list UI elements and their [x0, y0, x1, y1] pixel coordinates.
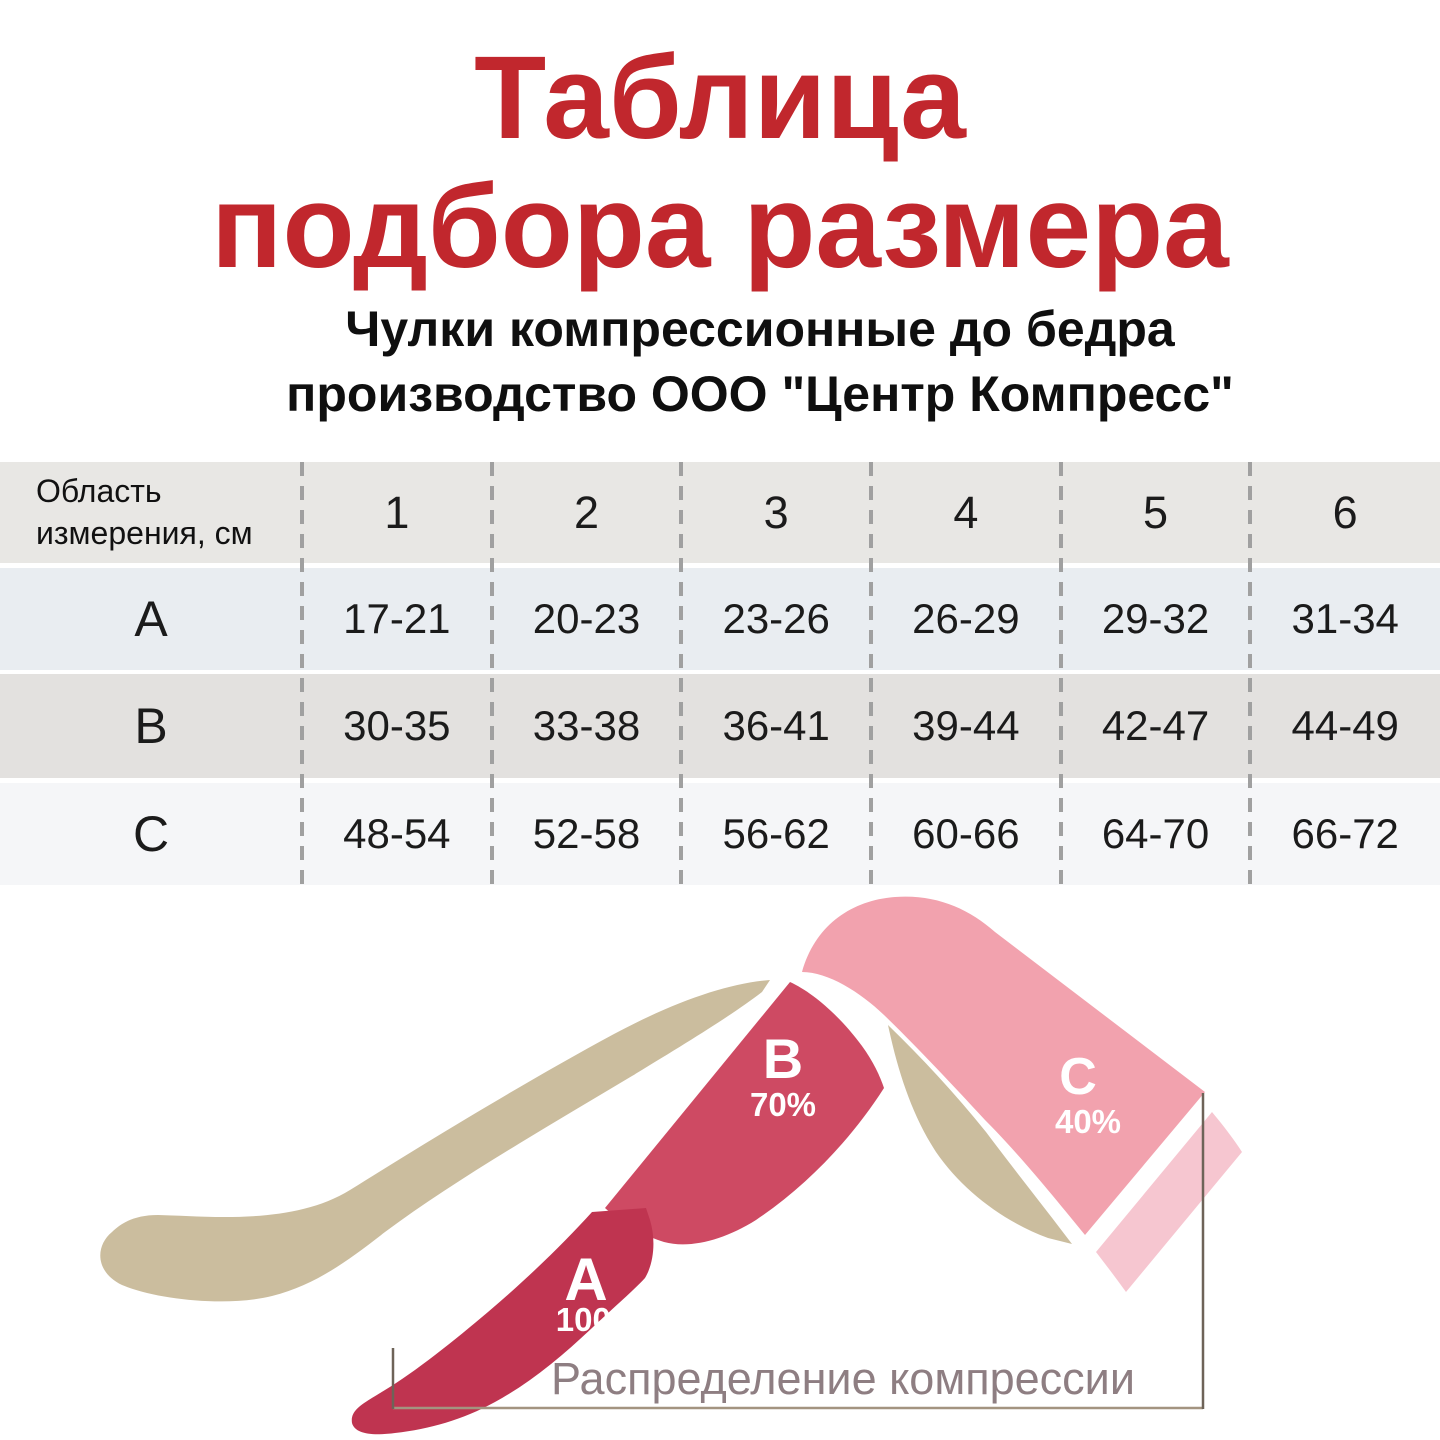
zone-b-label: B: [763, 1027, 803, 1090]
zone-c-shape: [802, 896, 1205, 1235]
row-a-size-5: 29-32: [1101, 595, 1210, 642]
row-c-size-1: 48-54: [343, 810, 451, 857]
column-separator-1: [300, 462, 304, 885]
page-title: Таблица подбора размера: [0, 34, 1440, 291]
measure-area-header-cell: Область измерения, см: [0, 462, 302, 563]
title-line-2: подбора размера: [211, 160, 1229, 293]
row-a-size-3: 23-26: [722, 595, 830, 642]
row-c-size-6: 66-72: [1291, 810, 1399, 857]
row-c-size-4: 60-66: [912, 810, 1020, 857]
column-separator-2: [490, 462, 494, 885]
table-header-row: Область измерения, см 1 2 3 4 5 6: [0, 462, 1440, 563]
row-b-size-6: 44-49: [1291, 702, 1399, 749]
row-c-size-3: 56-62: [722, 810, 830, 857]
subtitle-line-1: Чулки компрессионные до бедра: [345, 301, 1175, 357]
row-b-size-2: 33-38: [532, 702, 641, 749]
size-table: Область измерения, см 1 2 3 4 5 6 А 17-2…: [0, 462, 1440, 885]
row-c-label: С: [132, 806, 170, 862]
column-separator-5: [1059, 462, 1063, 885]
column-header-2: 2: [573, 486, 600, 538]
row-b-size-3: 36-41: [722, 702, 830, 749]
column-separator-6: [1248, 462, 1252, 885]
table-row-c: С 48-54 52-58 56-62 60-66 64-70 66-72: [0, 783, 1440, 885]
table-row-b: В 30-35 33-38 36-41 39-44 42-47 44-49: [0, 674, 1440, 778]
title-line-1: Таблица: [474, 32, 966, 164]
column-header-5: 5: [1143, 486, 1169, 538]
zone-a-shape: [351, 1208, 654, 1435]
zone-c-label: C: [1059, 1048, 1097, 1106]
row-a-size-6: 31-34: [1291, 595, 1399, 642]
compression-diagram: A 100% B 70% C 40% Распределение компрес…: [100, 896, 1242, 1435]
row-b-size-1: 30-35: [343, 702, 451, 749]
row-a-size-2: 20-23: [532, 595, 641, 642]
row-b-label: В: [134, 698, 168, 754]
row-c-size-5: 64-70: [1101, 810, 1210, 857]
row-a-label: А: [134, 591, 168, 647]
subtitle-line-2: производство ООО "Центр Компресс": [286, 366, 1234, 422]
diagram-caption: Распределение компрессии: [551, 1353, 1135, 1404]
column-header-3: 3: [763, 486, 789, 538]
zone-a-percent: 100%: [556, 1301, 640, 1338]
zone-c-percent: 40%: [1055, 1103, 1121, 1140]
column-separator-4: [869, 462, 873, 885]
column-header-1: 1: [384, 486, 410, 538]
row-a-size-1: 17-21: [343, 595, 451, 642]
row-b-size-5: 42-47: [1101, 702, 1210, 749]
zone-a-label: A: [564, 1246, 607, 1313]
column-header-6: 6: [1332, 486, 1358, 538]
row-c-size-2: 52-58: [532, 810, 641, 857]
page-subtitle: Чулки компрессионные до бедра производст…: [80, 297, 1440, 427]
row-b-size-4: 39-44: [912, 702, 1020, 749]
bare-leg-shape: [100, 980, 771, 1302]
bare-knee-shape: [888, 1025, 1072, 1244]
zone-b-percent: 70%: [750, 1086, 816, 1123]
zone-c-top-band-shape: [1096, 1112, 1242, 1292]
row-a-size-4: 26-29: [912, 595, 1020, 642]
measure-area-label: Область измерения, см: [36, 472, 253, 551]
column-separator-3: [679, 462, 683, 885]
table-row-a: А 17-21 20-23 23-26 26-29 29-32 31-34: [0, 568, 1440, 670]
zone-b-shape: [605, 982, 884, 1245]
column-header-4: 4: [953, 486, 979, 538]
